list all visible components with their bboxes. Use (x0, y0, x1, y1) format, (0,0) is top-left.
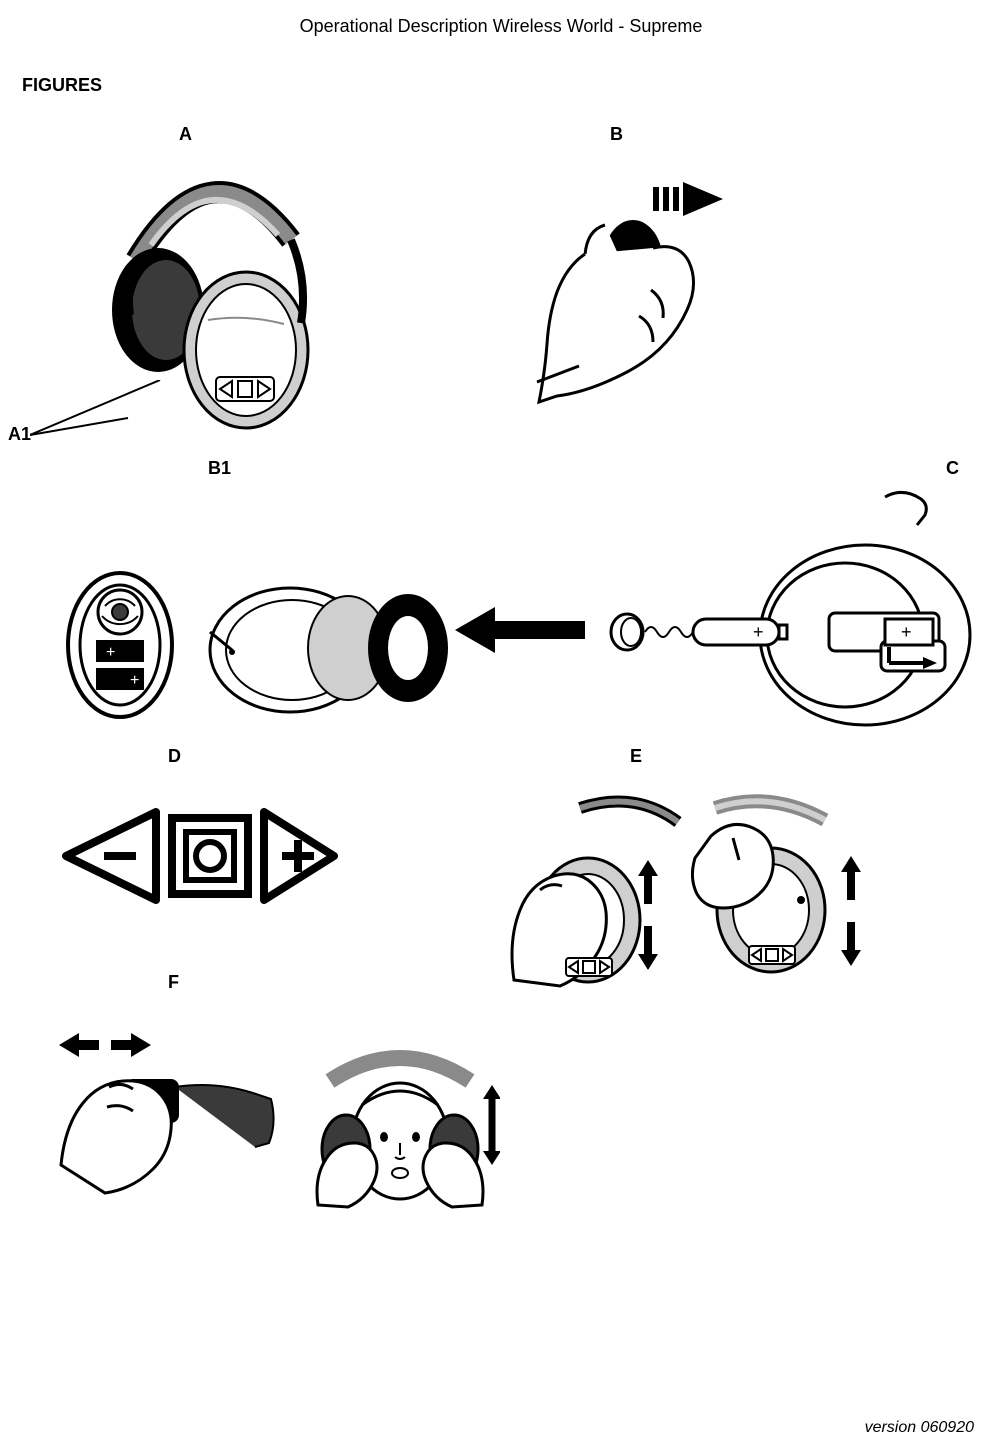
figure-label-e: E (630, 746, 642, 767)
figure-label-f: F (168, 972, 179, 993)
svg-text:+: + (130, 672, 139, 689)
svg-text:+: + (901, 622, 912, 642)
svg-text:+: + (753, 622, 764, 642)
svg-text:+: + (106, 644, 115, 661)
footer-version: version 060920 (865, 1419, 974, 1437)
figure-a1-leaders (30, 380, 220, 460)
figure-label-b1: B1 (208, 458, 231, 479)
figure-label-a: A (179, 124, 192, 145)
figure-b1-battery-compartment: + + (60, 540, 460, 740)
assembly-arrow-icon (455, 605, 585, 655)
figure-b-hand-switch (535, 170, 735, 405)
document-title: Operational Description Wireless World -… (20, 16, 982, 37)
figure-d-buttons (60, 800, 340, 920)
figure-f-fit (55, 1025, 500, 1250)
figure-label-b: B (610, 124, 623, 145)
figure-label-a1: A1 (8, 424, 31, 445)
figure-e-adjust (470, 790, 870, 1025)
figure-label-d: D (168, 746, 181, 767)
page: Operational Description Wireless World -… (0, 0, 1002, 1451)
figure-label-c: C (946, 458, 959, 479)
figure-c-battery-insert: + + (585, 485, 975, 735)
section-heading: FIGURES (22, 75, 982, 96)
